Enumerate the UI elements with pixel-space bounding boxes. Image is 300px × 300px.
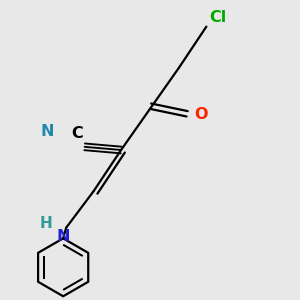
Text: N: N bbox=[41, 124, 54, 139]
Text: H: H bbox=[40, 216, 52, 231]
Text: N: N bbox=[56, 229, 70, 244]
Text: C: C bbox=[71, 126, 83, 141]
Text: O: O bbox=[194, 107, 208, 122]
Text: Cl: Cl bbox=[209, 10, 227, 25]
